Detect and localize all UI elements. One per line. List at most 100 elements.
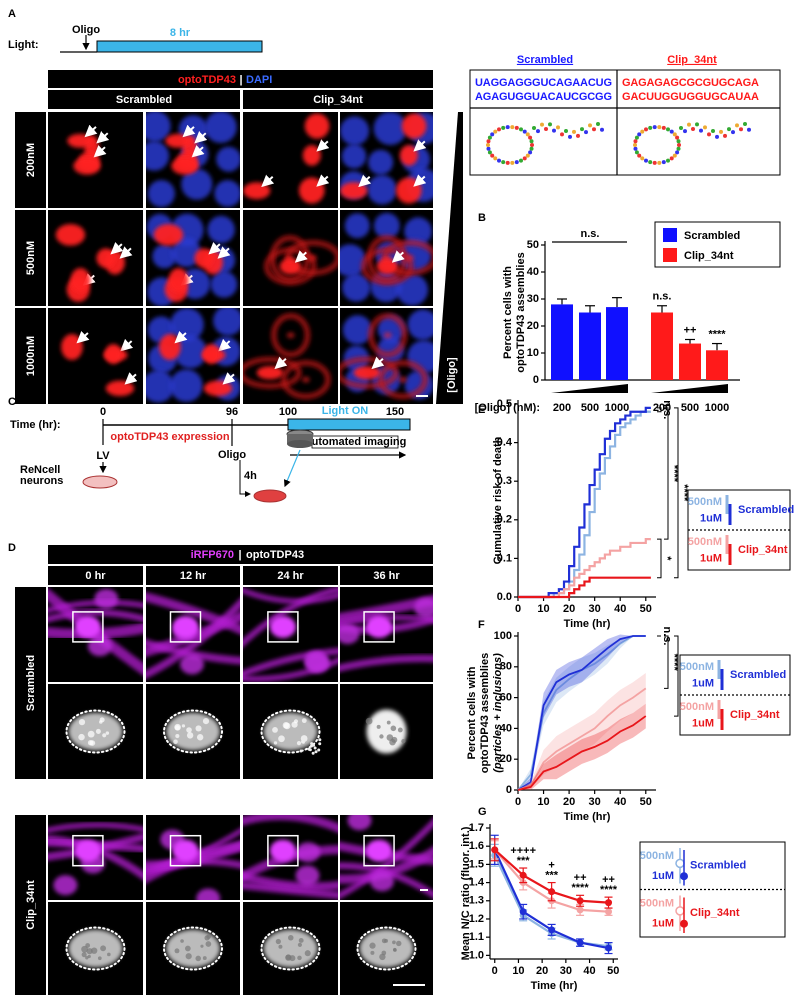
arrow	[119, 246, 133, 259]
light-label: Light ON	[322, 405, 368, 417]
speckle	[392, 940, 396, 945]
x-tick-label: 50	[640, 603, 652, 615]
speckle	[365, 717, 373, 725]
oligo-label: Oligo	[72, 24, 100, 36]
nucleotide	[592, 127, 596, 132]
time-label: 12 hr	[180, 570, 207, 582]
speckle	[196, 734, 204, 741]
y-tick-label: 1.4	[469, 876, 485, 888]
nucleotide	[747, 127, 751, 132]
soma	[74, 839, 101, 862]
significance: ****	[668, 465, 680, 483]
time-header	[48, 566, 143, 585]
speckle	[304, 950, 311, 957]
arrow	[191, 145, 205, 158]
arrow	[208, 242, 222, 255]
arrow	[371, 356, 385, 370]
neurite	[340, 818, 433, 899]
nucleotide	[525, 153, 530, 158]
micrograph-content	[340, 815, 433, 899]
nucleotide	[501, 160, 506, 165]
nucleotide	[739, 127, 743, 132]
speckle	[186, 732, 194, 739]
point	[519, 908, 527, 916]
y-tick-label: 80	[500, 661, 512, 673]
speckle	[278, 944, 283, 949]
timeline-label: 150	[386, 406, 404, 418]
particle	[308, 748, 312, 752]
x-tick-label: 0	[492, 965, 498, 977]
confidence-band	[518, 634, 646, 790]
speckle	[102, 733, 107, 738]
nucleus	[216, 146, 240, 172]
nucleotide	[666, 158, 670, 163]
nucleotide	[683, 129, 687, 134]
speckle	[181, 724, 186, 728]
nucleotide	[519, 158, 523, 163]
soma	[305, 653, 330, 674]
nucleotide	[580, 127, 584, 132]
soma	[94, 588, 119, 609]
arrow	[93, 145, 107, 158]
duration-label: 8 hr	[170, 27, 191, 39]
legend-label: 1uM	[700, 553, 722, 565]
nucleus	[173, 335, 207, 369]
nucleus	[146, 112, 171, 142]
cell-diffuse	[367, 312, 408, 358]
nucleotide	[640, 129, 645, 134]
neurite	[243, 587, 338, 648]
nucleotide	[490, 153, 495, 158]
assembly	[67, 133, 93, 148]
nucleotide	[666, 127, 670, 132]
arrow	[174, 330, 188, 344]
point	[548, 926, 556, 934]
y-tick-label: 50	[527, 239, 539, 251]
nucleotide	[536, 129, 540, 134]
bar	[579, 312, 601, 380]
sequence: UAGGAGGGUCAGAACUG	[475, 77, 612, 89]
speckle	[396, 940, 402, 947]
nucleotide	[548, 122, 552, 127]
significance: ****	[708, 328, 726, 340]
speckle	[174, 725, 181, 731]
nucleotide	[637, 132, 642, 137]
significance: ****	[678, 484, 690, 502]
x-tick-label: 40	[614, 603, 626, 615]
bracket	[674, 635, 679, 717]
speckle	[384, 938, 389, 943]
cell-diffuse	[340, 356, 399, 390]
nucleotide	[669, 129, 674, 134]
legend-label: 1uM	[652, 870, 674, 882]
arrow	[194, 131, 208, 144]
nucleotide	[633, 139, 638, 144]
x-tick-label: 500	[581, 402, 599, 414]
arrow	[358, 174, 372, 188]
nucleotide	[634, 135, 639, 140]
significance: ++++	[510, 845, 536, 857]
x-tick-label: 500	[681, 402, 699, 414]
significance: ++	[602, 874, 615, 886]
microscope	[287, 440, 313, 448]
soma	[295, 865, 320, 886]
nucleotide	[584, 130, 588, 135]
legend-label: 1uM	[692, 718, 714, 730]
speckle	[275, 938, 281, 945]
speckle	[175, 733, 180, 739]
nucleotide	[596, 122, 600, 127]
arrow	[391, 250, 405, 263]
speckle	[180, 939, 184, 943]
legend-label: 1uM	[652, 918, 674, 930]
condition-header	[15, 815, 46, 995]
oligo-wedge	[651, 384, 728, 393]
y-axis-label: Cumulative risk of death	[492, 436, 504, 564]
nucleus	[181, 168, 213, 200]
micrograph-content	[61, 330, 138, 397]
nucleus	[171, 237, 202, 268]
speckle	[100, 945, 107, 952]
nucleus	[366, 709, 407, 754]
bar	[679, 343, 701, 380]
stain-label: optoTDP43	[178, 74, 236, 86]
condition-label: Clip_34nt	[313, 94, 363, 106]
arrow	[218, 338, 232, 352]
